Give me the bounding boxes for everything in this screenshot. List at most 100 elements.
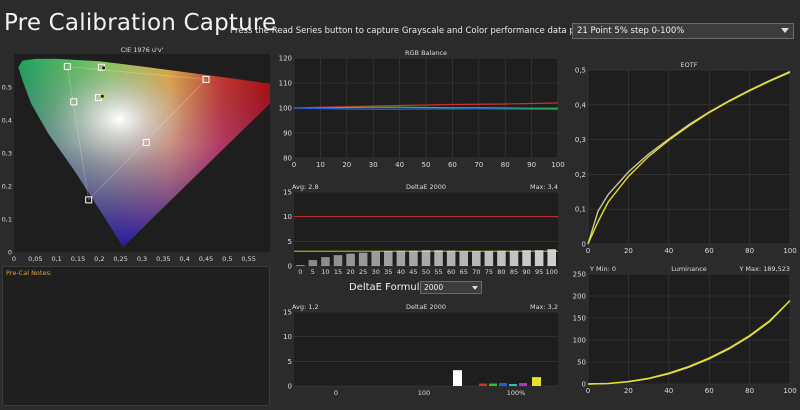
y-tick-label: 0,3: [575, 136, 586, 144]
target-marker: [63, 63, 71, 71]
y-tick-label: 5: [288, 238, 292, 246]
deltae-bar: [421, 250, 431, 266]
deltae-bar: [534, 250, 544, 266]
y-tick-label: 0: [8, 249, 12, 257]
y-tick-label: 10: [283, 213, 292, 221]
y-tick-label: 5: [288, 358, 292, 366]
x-tick-label: 20: [346, 268, 354, 276]
series-select-value: 21 Point 5% step 0-100%: [577, 26, 685, 36]
y-tick-label: 0,1: [575, 206, 586, 214]
y-tick-label: 0,3: [2, 150, 12, 158]
pre-cal-notes[interactable]: Pre-Cal Notes:: [2, 266, 270, 406]
x-tick-label: 100: [546, 268, 558, 276]
deltae-bar: [532, 377, 541, 386]
x-tick-label: 80: [745, 247, 754, 255]
deltae-bar: [459, 251, 468, 266]
plot-area: [588, 70, 790, 244]
x-tick-label: 0,4: [179, 255, 189, 263]
deltae-bar: [321, 257, 330, 266]
x-tick-label: 0: [586, 247, 590, 255]
deltae-bar: [499, 383, 507, 386]
chevron-down-icon: [781, 28, 789, 33]
deltae-bar: [509, 250, 519, 266]
y-tick-label: 110: [279, 80, 292, 88]
y-tick-label: 50: [577, 359, 586, 367]
x-tick-label: 75: [485, 268, 493, 276]
x-tick-label: 60: [447, 268, 455, 276]
plot-area: [294, 312, 558, 386]
x-tick-label: 0,15: [71, 255, 85, 263]
x-tick-label: 100: [418, 389, 430, 397]
y-tick-label: 0,1: [2, 216, 12, 224]
pre-cal-notes-label: Pre-Cal Notes:: [6, 269, 53, 277]
x-tick-label: 0,05: [28, 255, 42, 263]
x-tick-label: 10: [321, 268, 329, 276]
luminance-chart: Luminance 0 50 100 150 200 250 0 20 40 60 80 100 Y Mi…: [573, 265, 797, 395]
avg-label: Avg: 1,2: [292, 303, 319, 311]
x-tick-label: 95: [535, 268, 543, 276]
x-tick-label: 65: [460, 268, 468, 276]
x-tick-label: 25: [359, 268, 367, 276]
deltae-bar: [497, 250, 506, 266]
y-tick-label: 100: [573, 337, 586, 345]
page-title: Pre Calibration Capture: [4, 10, 277, 36]
y-tick-label: 0: [288, 263, 292, 271]
x-tick-label: 55: [434, 268, 442, 276]
y-tick-label: 10: [283, 333, 292, 341]
ymax-label: Y Max: 189,523: [738, 265, 790, 273]
x-tick-label: 40: [664, 387, 673, 395]
target-marker: [70, 98, 78, 106]
x-tick-label: 0: [334, 389, 338, 397]
target-marker: [142, 138, 150, 146]
cie-chart: CIE 1976 u'v' 0 0,1 0,2 0,3 0,4 0,5 0 0,05 0,1 0,1…: [2, 46, 270, 263]
x-tick-label: 30: [369, 161, 378, 169]
x-tick-label: 0: [292, 161, 296, 169]
deltae-bar: [489, 383, 497, 386]
x-tick-label: 40: [664, 247, 673, 255]
deltae-bar: [333, 255, 343, 266]
deltae-bar: [446, 250, 456, 266]
x-tick-label: 20: [624, 387, 633, 395]
x-tick-label: 40: [395, 161, 404, 169]
x-tick-label: 0: [298, 268, 302, 276]
measured-point: [99, 93, 105, 99]
chart-title: DeltaE 2000: [406, 303, 446, 311]
x-tick-label: 0,1: [51, 255, 61, 263]
x-tick-label: 0: [586, 387, 590, 395]
instructions-text: Press the Read Series button to capture …: [230, 26, 635, 36]
series-line-measured: [587, 300, 791, 385]
measured-point: [101, 65, 106, 71]
x-tick-label: 80: [497, 268, 505, 276]
y-tick-label: 120: [279, 55, 292, 63]
max-label: Max: 3,2: [530, 303, 558, 311]
x-tick-label: 0,35: [156, 255, 170, 263]
deltae-bar: [522, 250, 531, 266]
x-tick-label: 80: [501, 161, 510, 169]
x-tick-label: 35: [384, 268, 392, 276]
deltae-formula-label: DeltaE Formula: [349, 282, 426, 293]
y-tick-label: 0,2: [2, 183, 12, 191]
chart-title: EOTF: [681, 61, 698, 69]
series-select[interactable]: 21 Point 5% step 0-100%: [572, 23, 794, 39]
target-marker: [85, 196, 93, 204]
y-tick-label: 0,4: [575, 101, 587, 109]
x-tick-label: 100: [551, 161, 564, 169]
x-tick-label: 60: [448, 161, 457, 169]
deltae-bar: [409, 250, 418, 266]
x-tick-label: 15: [334, 268, 342, 276]
y-tick-label: 200: [573, 293, 586, 301]
deltae-bar: [396, 250, 406, 266]
y-tick-label: 0,2: [575, 171, 586, 179]
deltae-bar: [484, 251, 494, 266]
x-tick-label: 40: [397, 268, 405, 276]
deltae-bar: [479, 383, 487, 386]
deltae-formula-select[interactable]: 2000: [420, 281, 482, 294]
y-tick-label: 0: [582, 381, 586, 389]
x-tick-label: 5: [311, 268, 315, 276]
chevron-down-icon: [472, 286, 478, 290]
x-tick-label: 0,2: [94, 255, 104, 263]
series-line-blue: [293, 107, 559, 111]
deltae-bar: [346, 253, 355, 266]
x-tick-label: 70: [474, 161, 483, 169]
